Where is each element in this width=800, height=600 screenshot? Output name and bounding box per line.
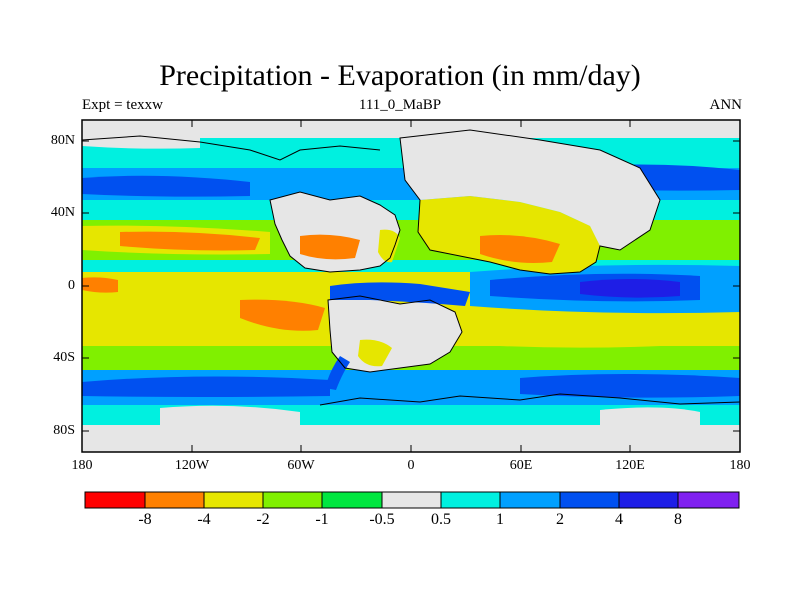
south-polar-coastline: [319, 393, 741, 406]
lat-label-40s: 40S: [53, 350, 75, 365]
dry-core-east-pacific: [82, 277, 118, 293]
dry-core-south-pacific: [240, 299, 325, 331]
equatorial-wet-region: [330, 282, 470, 306]
colorbar-swatch-7: [441, 492, 500, 508]
lon-label-180e: 180: [729, 458, 751, 473]
colorbar-label-8: 2: [556, 511, 564, 528]
colorbar-label-6: 0.5: [431, 511, 451, 528]
lat-ticks: [82, 140, 740, 432]
lat-label-40n: 40N: [50, 205, 75, 220]
storm-track-south-pacific: [82, 376, 330, 397]
lat-label-80s: 80S: [53, 423, 75, 438]
dry-zone-south-indian: [460, 315, 660, 348]
colorbar-swatch-5: [322, 492, 382, 508]
north-polar-coastline: [81, 135, 381, 161]
storm-track-south-indian: [520, 374, 740, 398]
colorbar-label-2: -4: [197, 511, 211, 528]
colorbar-label-3: -2: [256, 511, 270, 528]
map-plot: [81, 119, 741, 453]
colorbar-label-5: -0.5: [369, 511, 395, 528]
colorbar-swatch-3: [204, 492, 263, 508]
colorbar-swatch-4: [263, 492, 322, 508]
colorbar-swatch-1: [85, 492, 145, 508]
map-title: Precipitation - Evaporation (in mm/day): [159, 59, 641, 92]
southern-coast-wet: [325, 356, 350, 390]
colorbar-label-4: -1: [315, 511, 329, 528]
southern-continent-coastline: [327, 295, 463, 373]
western-continent-dry-coast: [378, 229, 400, 263]
colorbar-swatch-8: [500, 492, 560, 508]
colorbar-frame: [84, 491, 740, 509]
colorbar-swatch-9: [560, 492, 619, 508]
northern-desert: [480, 235, 560, 263]
southern-continent-dry-patch: [358, 339, 392, 367]
colorbar-swatch-10: [619, 492, 678, 508]
south-polar-patch-east: [600, 407, 700, 438]
lon-label-60e: 60E: [509, 458, 533, 473]
dry-core-north-pacific: [120, 231, 260, 251]
northern-landmass-interior: [400, 130, 660, 250]
northern-landmass-coastline: [399, 129, 661, 275]
colorbar-label-7: 1: [496, 511, 504, 528]
season-label: ANN: [709, 97, 743, 113]
lon-label-60w: 60W: [287, 458, 315, 473]
storm-track-north-pacific: [82, 175, 250, 197]
colorbar-swatch-2: [145, 492, 204, 508]
lat-label-0: 0: [68, 278, 75, 293]
lon-ticks: [81, 120, 741, 452]
time-label: 111_0_MaBP: [358, 97, 442, 113]
colorbar-swatch-11: [678, 492, 739, 508]
western-continent-coastline: [269, 191, 401, 273]
itcz-very-wet-core: [580, 279, 680, 298]
south-polar-patch-west: [160, 405, 300, 438]
lon-label-180w: 180: [71, 458, 93, 473]
colorbar-label-9: 4: [615, 511, 623, 528]
lon-label-0: 0: [407, 458, 415, 473]
colorbar-swatch-6: [382, 492, 441, 508]
colorbar-label-10: 8: [674, 511, 682, 528]
band-polar-north: [82, 120, 740, 138]
lat-label-80n: 80N: [50, 133, 75, 148]
experiment-label: Expt = texxw: [82, 97, 163, 113]
colorbar-label-1: -8: [138, 511, 152, 528]
lon-label-120w: 120W: [174, 458, 210, 473]
lon-label-120e: 120E: [615, 458, 645, 473]
western-desert: [300, 234, 360, 260]
colorbar: [84, 491, 740, 509]
